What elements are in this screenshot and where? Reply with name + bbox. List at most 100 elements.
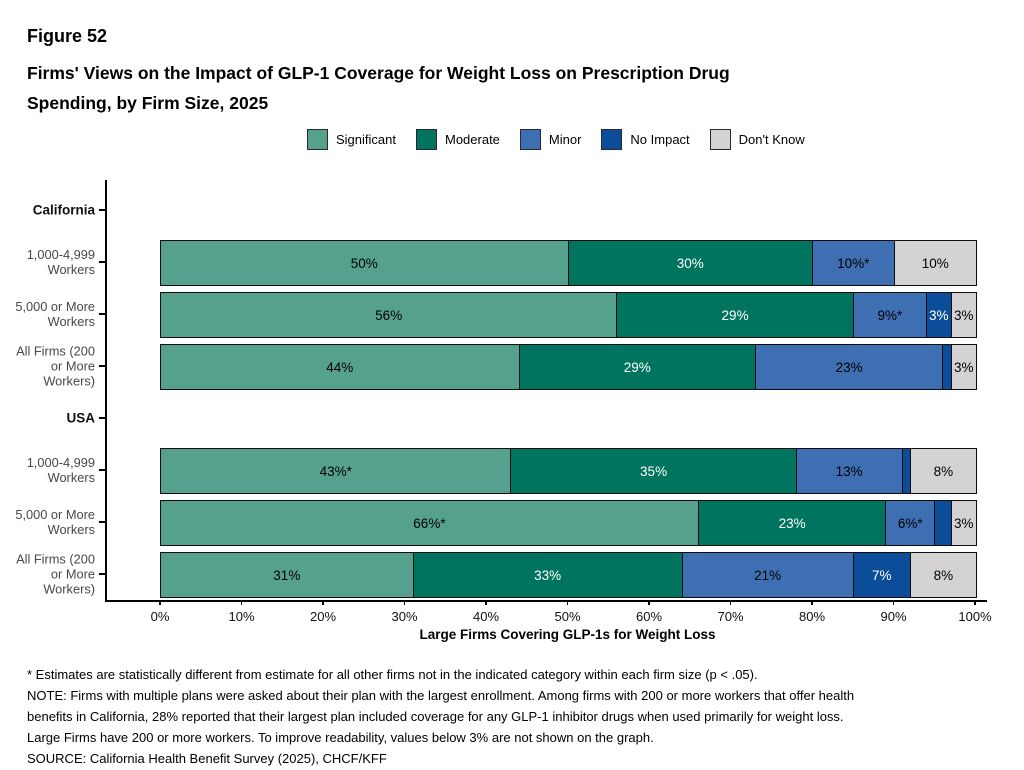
bar-segment: [935, 501, 952, 545]
x-tick: [403, 600, 406, 605]
y-tick: [99, 365, 105, 367]
x-tick-label: 20%: [309, 609, 337, 624]
bar-segment: 9%*: [853, 293, 928, 337]
y-tick: [99, 417, 105, 419]
bar-segment-label: 10%: [921, 255, 949, 271]
legend-label: Minor: [548, 132, 582, 147]
bar-segment-label: 30%: [676, 255, 704, 271]
footnote-line: Large Firms have 200 or more workers. To…: [27, 730, 654, 745]
bar-segment-label: 7%: [871, 567, 892, 583]
bar-segment: 3%: [927, 293, 952, 337]
x-tick: [159, 600, 161, 605]
x-tick: [566, 600, 569, 605]
x-tick-label: 100%: [958, 609, 992, 624]
bar-segment-label: 6%*: [897, 515, 923, 531]
bar-segment-label: 50%: [350, 255, 378, 271]
legend-swatch: [307, 129, 328, 150]
bar-segment-label: 66%*: [413, 515, 446, 531]
y-tick: [99, 209, 105, 211]
x-tick: [240, 600, 243, 605]
x-tick-label: 40%: [472, 609, 500, 624]
bar-segment: [943, 345, 952, 389]
bar-segment-label: 31%: [273, 567, 301, 583]
bar-segment-label: 3%: [953, 515, 974, 531]
y-axis-line: [105, 180, 107, 600]
legend-swatch: [415, 129, 437, 150]
bar-segment-label: 3%: [929, 307, 949, 323]
legend-label: No Impact: [630, 132, 690, 147]
x-tick: [729, 600, 732, 605]
legend-item: Minor: [519, 129, 582, 150]
bar-segment-label: 29%: [623, 359, 651, 375]
y-axis-label: 5,000 or More Workers: [15, 507, 95, 537]
y-axis-label: 5,000 or More Workers: [15, 299, 95, 329]
bar-segment-label: 23%: [778, 515, 806, 531]
bar-segment-label: 8%: [933, 567, 954, 583]
legend-swatch: [709, 129, 731, 150]
bar-segment-label: 10%*: [837, 255, 870, 271]
legend-label: Significant: [336, 132, 396, 147]
bar-segment: 29%: [519, 345, 756, 389]
bar-segment: 30%: [568, 241, 813, 285]
bar-segment: 31%: [161, 553, 414, 597]
x-tick-label: 80%: [798, 609, 826, 624]
bar-segment-label: 44%: [326, 359, 354, 375]
bar-segment-label: 29%: [721, 307, 749, 323]
bar-row: 66%* 23% 6%* 3%: [160, 500, 977, 546]
footnote-line: * Estimates are statistically different …: [27, 667, 758, 682]
y-tick: [99, 469, 105, 471]
bar-segment-label: 23%: [835, 359, 863, 375]
footnotes: * Estimates are statistically different …: [27, 664, 854, 769]
y-tick: [99, 573, 105, 575]
legend-item: No Impact: [601, 129, 690, 150]
bar-segment-label: 8%: [933, 463, 954, 479]
bar-segment: 7%: [853, 553, 911, 597]
x-tick: [811, 600, 813, 605]
bar-segment: 43%*: [161, 449, 512, 493]
legend-label: Moderate: [444, 132, 500, 147]
bar-segment: 8%: [910, 553, 976, 597]
x-tick-label: 90%: [880, 609, 907, 624]
footnote-line: benefits in California, 28% reported tha…: [27, 709, 844, 724]
bar-segment: 3%: [951, 293, 976, 337]
y-tick: [99, 261, 105, 263]
y-tick: [99, 521, 105, 523]
bar-segment-label: 9%*: [877, 307, 903, 323]
bar-segment: [902, 449, 911, 493]
legend-item: Moderate: [415, 129, 500, 150]
figure-title: Firms' Views on the Impact of GLP-1 Cove…: [27, 63, 730, 113]
legend-swatch: [519, 129, 541, 150]
bar-segment: 33%: [413, 553, 683, 597]
bar-segment: 3%: [951, 501, 976, 545]
bar-row: 44% 29% 23% 3%: [160, 344, 977, 390]
bar-segment: 10%*: [813, 241, 895, 285]
bar-segment: 35%: [511, 449, 797, 493]
x-tick-label: 50%: [554, 609, 581, 624]
bar-segment: 3%: [951, 345, 976, 389]
bar-segment-label: 13%: [835, 463, 863, 479]
bar-segment-label: 35%: [640, 463, 668, 479]
x-tick-label: 30%: [391, 609, 418, 624]
footnote-line: NOTE: Firms with multiple plans were ask…: [27, 688, 855, 703]
bar-row: 50% 30% 10%* 10%: [160, 240, 977, 286]
x-tick-label: 70%: [717, 609, 744, 624]
figure-number: Figure 52: [27, 26, 108, 46]
bar-segment-label: 43%*: [319, 463, 352, 479]
bar-row: 56% 29% 9%* 3% 3%: [160, 292, 977, 338]
x-tick: [974, 600, 976, 605]
x-tick-label: 0%: [150, 609, 170, 624]
y-axis-label: 1,000-4,999 Workers: [26, 455, 95, 485]
bar-segment-label: 21%: [754, 567, 782, 583]
bar-segment-label: 56%: [375, 307, 403, 323]
legend: Significant Moderate Minor No Impact Don't K…: [307, 129, 825, 150]
bar-segment: 8%: [910, 449, 976, 493]
bar-segment: 44%: [161, 345, 520, 389]
bar-segment: 6%*: [886, 501, 936, 545]
footnote-line: SOURCE: California Health Benefit Survey…: [27, 751, 387, 766]
x-tick-label: 60%: [635, 609, 663, 624]
y-axis-label: 1,000-4,999 Workers: [26, 247, 95, 277]
bar-segment: 66%*: [161, 501, 699, 545]
y-axis-label: All Firms (200 or More Workers): [16, 343, 95, 389]
bar-row: 31% 33% 21% 7% 8%: [160, 552, 977, 598]
